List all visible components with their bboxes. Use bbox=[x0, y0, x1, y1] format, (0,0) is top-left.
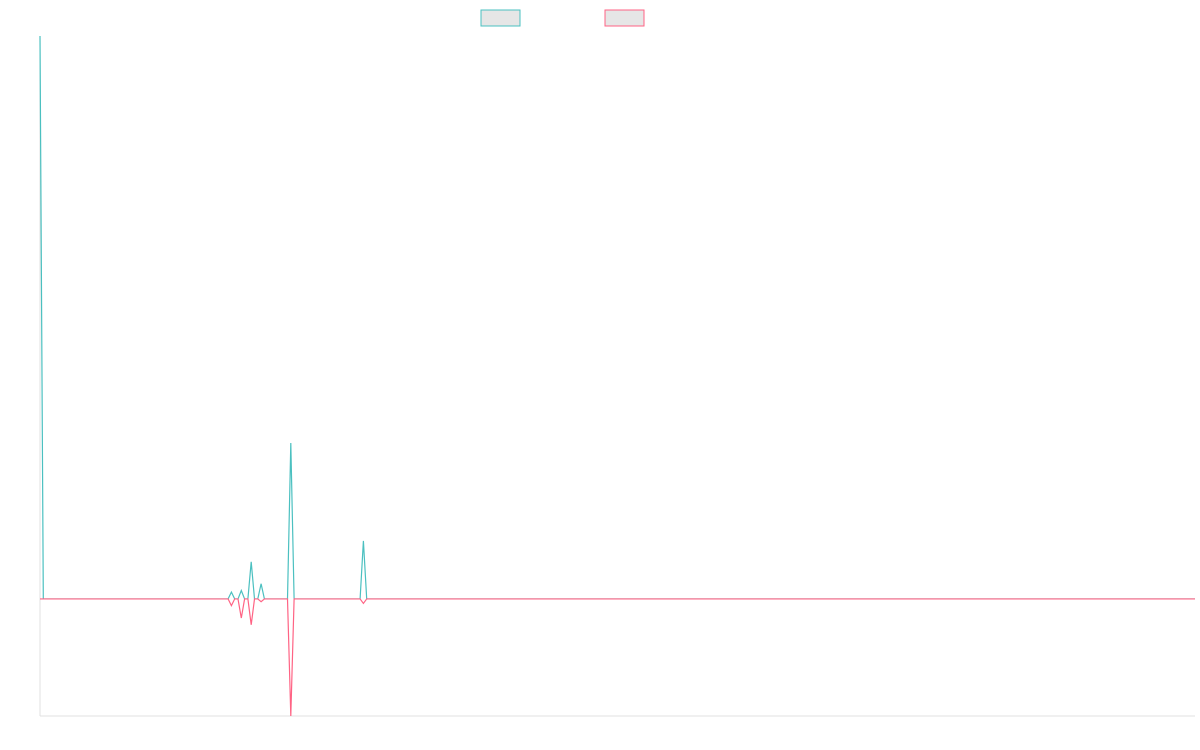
legend-swatch[interactable] bbox=[604, 9, 645, 27]
legend-swatch[interactable] bbox=[480, 9, 521, 27]
data-line bbox=[40, 598, 1195, 717]
data-line bbox=[39, 35, 1195, 600]
